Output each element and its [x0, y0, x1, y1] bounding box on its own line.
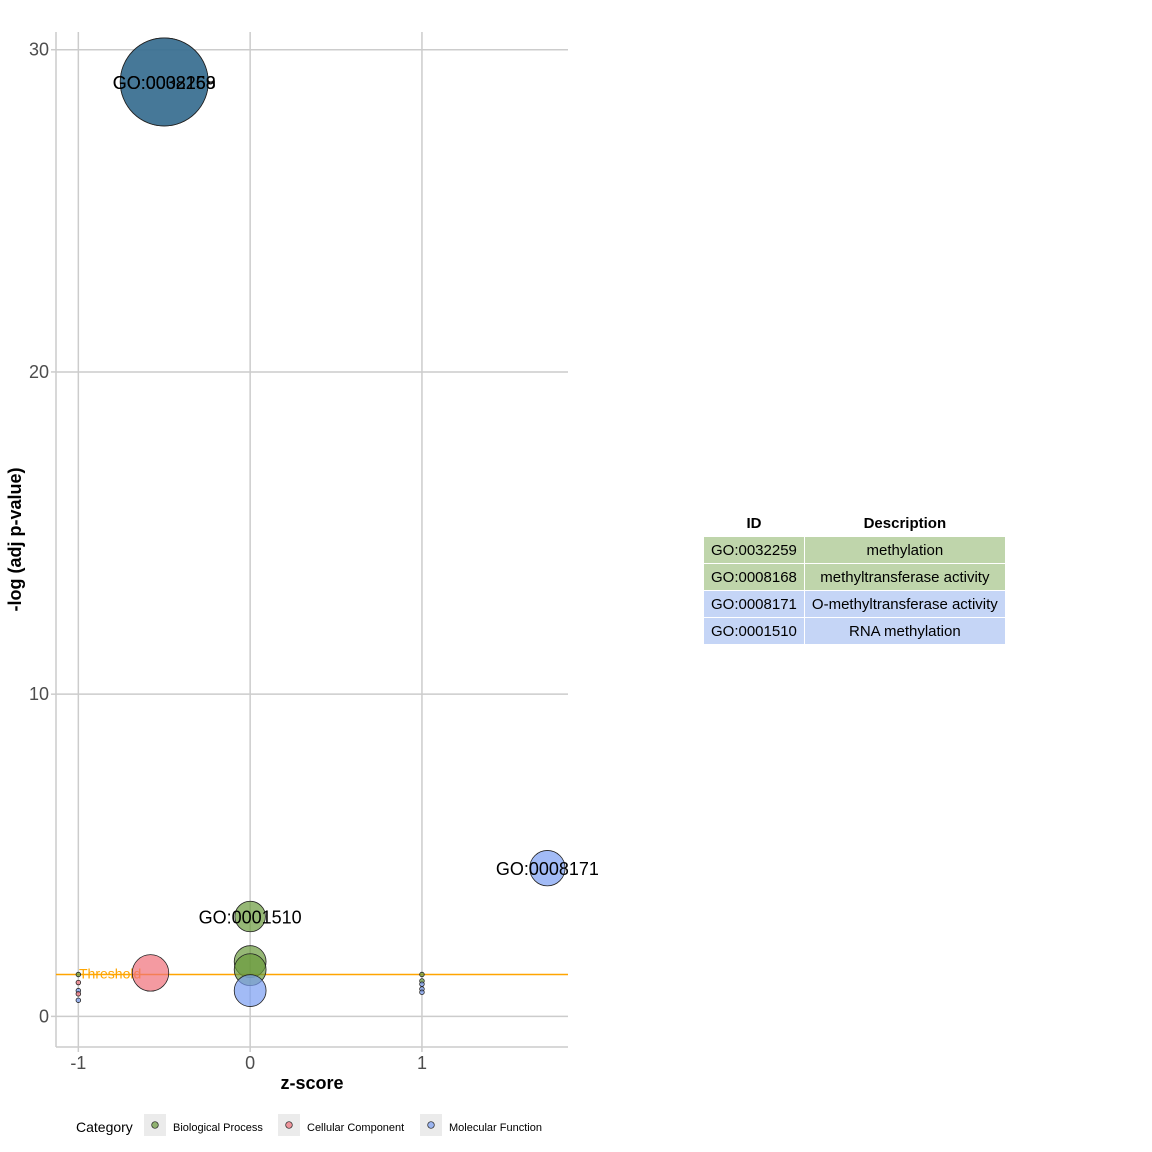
y-tick-label: 20 [29, 362, 49, 382]
x-tick-label: 0 [245, 1053, 255, 1073]
table-cell-description: O-methyltransferase activity [803, 590, 1006, 618]
data-point [419, 989, 425, 995]
point-label: GO:0008168 [113, 73, 216, 93]
table-cell-id: GO:0008171 [703, 590, 805, 618]
point-label: GO:0001510 [199, 908, 302, 928]
table-row: GO:0008168 methyltransferase activity [703, 563, 1006, 591]
legend-label: Biological Process [173, 1122, 263, 1134]
grid [56, 32, 568, 1047]
y-tick-label: 10 [29, 684, 49, 704]
data-point [75, 991, 82, 997]
table-cell-id: GO:0001510 [703, 617, 805, 645]
x-tick-label: -1 [70, 1053, 86, 1073]
table-cell-description: RNA methylation [803, 617, 1006, 645]
legend-label: Molecular Function [449, 1122, 542, 1134]
data-point [75, 979, 82, 986]
data-point [419, 981, 425, 987]
table-cell-description: methylation [803, 536, 1006, 564]
table-row: GO:0008171 O-methyltransferase activity [703, 590, 1006, 618]
x-axis-title: z-score [280, 1073, 343, 1093]
legend-title: Category [76, 1119, 133, 1135]
table-cell-id: GO:0032259 [703, 536, 805, 564]
table-header-description: Description [863, 514, 947, 532]
data-point [119, 37, 209, 127]
go-term-table: ID Description GO:0032259 methylation GO:0… [703, 510, 1006, 645]
table-header-row: ID Description [704, 510, 1006, 537]
data-point [75, 971, 82, 978]
table-cell-description: methyltransferase activity [803, 563, 1006, 591]
x-tick-label: 1 [417, 1053, 427, 1073]
legend-swatch [151, 1121, 159, 1129]
table-cell-id: GO:0008168 [703, 563, 805, 591]
threshold-label: Threshold [79, 966, 141, 982]
data-point [419, 971, 425, 978]
table-row: GO:0032259 methylation [703, 536, 1006, 564]
data-point [75, 997, 82, 1003]
table-header-id: ID [746, 514, 762, 532]
table-row: GO:0001510 RNA methylation [703, 617, 1006, 645]
y-axis-title: -log (adj p-value) [5, 467, 25, 611]
data-points [75, 37, 566, 1007]
y-tick-label: 0 [39, 1006, 49, 1026]
data-point [233, 974, 267, 1007]
legend: Category Biological Process Cellular Comp… [76, 1114, 542, 1136]
data-point [529, 850, 566, 887]
data-point [234, 900, 266, 933]
legend-label: Cellular Component [307, 1122, 404, 1134]
point-label: GO:0008171 [496, 859, 599, 879]
legend-swatch [427, 1121, 435, 1129]
point-label: GO:0032259 [113, 73, 216, 93]
legend-swatch [285, 1121, 293, 1129]
y-tick-label: 30 [29, 40, 49, 60]
data-point [131, 954, 170, 992]
